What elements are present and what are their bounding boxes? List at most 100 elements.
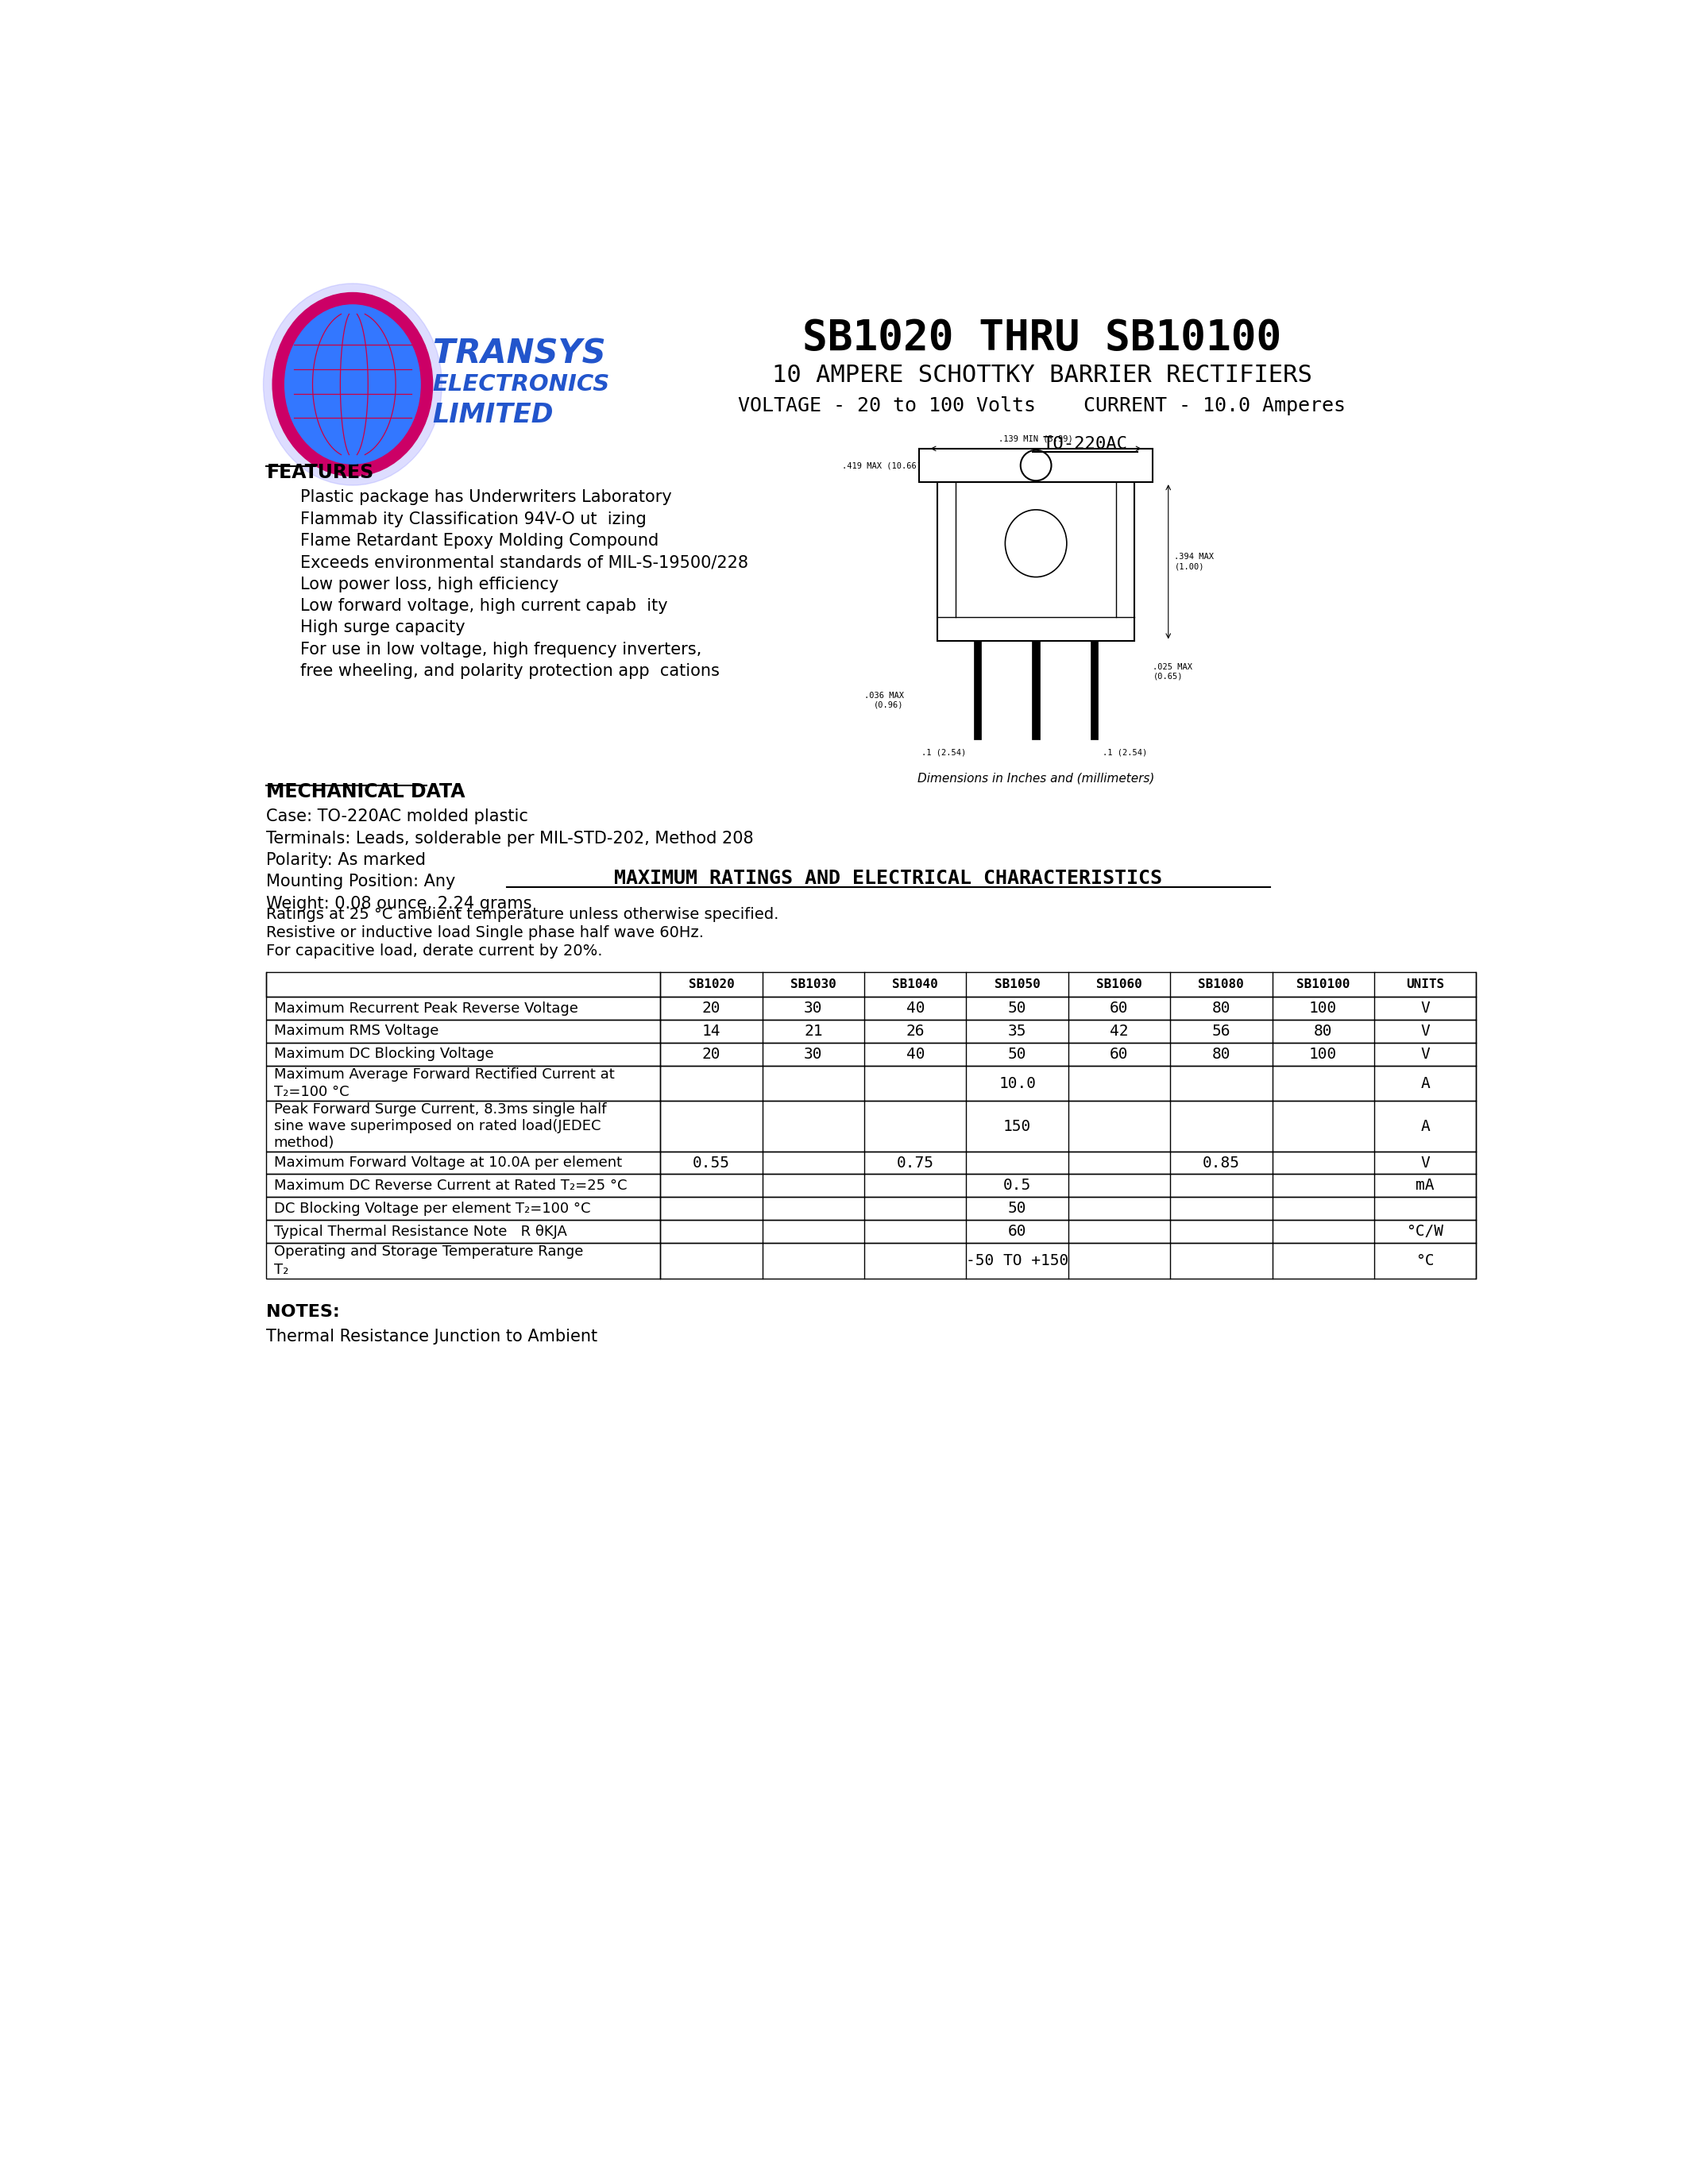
Text: NOTES:: NOTES: <box>267 1304 339 1319</box>
Text: T₂: T₂ <box>273 1262 289 1278</box>
Text: Flame Retardant Epoxy Molding Compound: Flame Retardant Epoxy Molding Compound <box>300 533 658 548</box>
Text: 42: 42 <box>1111 1024 1129 1040</box>
Text: 150: 150 <box>1003 1118 1031 1133</box>
Text: Weight: 0.08 ounce, 2.24 grams: Weight: 0.08 ounce, 2.24 grams <box>267 895 532 911</box>
Text: sine wave superimposed on rated load(JEDEC: sine wave superimposed on rated load(JED… <box>273 1118 601 1133</box>
Text: Maximum DC Blocking Voltage: Maximum DC Blocking Voltage <box>273 1046 493 1061</box>
Text: °C/W: °C/W <box>1406 1223 1443 1238</box>
Bar <box>1033 642 1040 738</box>
Text: Maximum Recurrent Peak Reverse Voltage: Maximum Recurrent Peak Reverse Voltage <box>273 1000 577 1016</box>
Bar <box>267 1042 1475 1066</box>
Text: Maximum DC Reverse Current at Rated T₂=25 °C: Maximum DC Reverse Current at Rated T₂=2… <box>273 1179 626 1192</box>
Text: Peak Forward Surge Current, 8.3ms single half: Peak Forward Surge Current, 8.3ms single… <box>273 1103 606 1116</box>
Bar <box>267 1221 1475 1243</box>
Text: 60: 60 <box>1111 1046 1129 1061</box>
Text: 0.85: 0.85 <box>1202 1155 1241 1171</box>
Text: Maximum RMS Voltage: Maximum RMS Voltage <box>273 1024 439 1037</box>
Text: T₂=100 °C: T₂=100 °C <box>273 1085 349 1099</box>
Bar <box>937 483 1134 642</box>
Text: .025 MAX
(0.65): .025 MAX (0.65) <box>1153 664 1193 681</box>
Text: SB1060: SB1060 <box>1096 978 1143 992</box>
Text: V: V <box>1421 1000 1430 1016</box>
Text: Thermal Resistance Junction to Ambient: Thermal Resistance Junction to Ambient <box>267 1328 598 1345</box>
Text: 14: 14 <box>702 1024 721 1040</box>
Text: High surge capacity: High surge capacity <box>300 620 466 636</box>
Text: 26: 26 <box>906 1024 925 1040</box>
Text: Low forward voltage, high current capab  ity: Low forward voltage, high current capab … <box>300 598 668 614</box>
Text: Polarity: As marked: Polarity: As marked <box>267 852 425 867</box>
Text: 60: 60 <box>1008 1223 1026 1238</box>
Text: 30: 30 <box>803 1046 822 1061</box>
Text: Maximum Average Forward Rectified Current at: Maximum Average Forward Rectified Curren… <box>273 1068 614 1081</box>
Text: Case: TO-220AC molded plastic: Case: TO-220AC molded plastic <box>267 808 528 826</box>
Text: V: V <box>1421 1155 1430 1171</box>
Text: 80: 80 <box>1313 1024 1332 1040</box>
Bar <box>267 996 1475 1020</box>
Bar <box>267 1197 1475 1221</box>
Text: LIMITED: LIMITED <box>432 402 554 428</box>
Text: 60: 60 <box>1111 1000 1129 1016</box>
Text: 30: 30 <box>803 1000 822 1016</box>
Bar <box>267 1175 1475 1197</box>
Text: 10 AMPERE SCHOTTKY BARRIER RECTIFIERS: 10 AMPERE SCHOTTKY BARRIER RECTIFIERS <box>771 365 1312 387</box>
Text: SB1020: SB1020 <box>689 978 734 992</box>
Bar <box>267 1101 1475 1151</box>
Text: SB10100: SB10100 <box>1296 978 1350 992</box>
Text: Resistive or inductive load Single phase half wave 60Hz.: Resistive or inductive load Single phase… <box>267 926 704 941</box>
Text: 50: 50 <box>1008 1201 1026 1216</box>
Bar <box>918 448 1153 483</box>
Text: ELECTRONICS: ELECTRONICS <box>432 373 609 395</box>
Text: 80: 80 <box>1212 1000 1231 1016</box>
Text: .1 (2.54): .1 (2.54) <box>1102 749 1148 756</box>
Text: mA: mA <box>1416 1177 1435 1192</box>
Text: TO-220AC: TO-220AC <box>1043 437 1128 452</box>
Text: 40: 40 <box>906 1046 925 1061</box>
Bar <box>1090 642 1099 738</box>
Text: Typical Thermal Resistance Note   R θKJA: Typical Thermal Resistance Note R θKJA <box>273 1225 567 1238</box>
Text: 100: 100 <box>1310 1046 1337 1061</box>
Text: 0.5: 0.5 <box>1003 1177 1031 1192</box>
Text: DC Blocking Voltage per element T₂=100 °C: DC Blocking Voltage per element T₂=100 °… <box>273 1201 591 1216</box>
Text: Plastic package has Underwriters Laboratory: Plastic package has Underwriters Laborat… <box>300 489 672 505</box>
Text: Maximum Forward Voltage at 10.0A per element: Maximum Forward Voltage at 10.0A per ele… <box>273 1155 621 1171</box>
Bar <box>267 1243 1475 1278</box>
Text: SB1020 THRU SB10100: SB1020 THRU SB10100 <box>802 319 1281 358</box>
Bar <box>267 972 1475 996</box>
Text: Terminals: Leads, solderable per MIL-STD-202, Method 208: Terminals: Leads, solderable per MIL-STD… <box>267 830 755 847</box>
Text: V: V <box>1421 1024 1430 1040</box>
Ellipse shape <box>285 306 420 463</box>
Text: Mounting Position: Any: Mounting Position: Any <box>267 874 456 889</box>
Text: Operating and Storage Temperature Range: Operating and Storage Temperature Range <box>273 1245 582 1258</box>
Text: 10.0: 10.0 <box>999 1077 1036 1090</box>
Text: Low power loss, high efficiency: Low power loss, high efficiency <box>300 577 559 592</box>
Text: Flammab ity Classification 94V-O ut  izing: Flammab ity Classification 94V-O ut izin… <box>300 511 647 526</box>
Text: SB1080: SB1080 <box>1198 978 1244 992</box>
Text: Dimensions in Inches and (millimeters): Dimensions in Inches and (millimeters) <box>918 773 1155 784</box>
Text: 20: 20 <box>702 1046 721 1061</box>
Text: .139 MIN (3.99): .139 MIN (3.99) <box>999 435 1074 443</box>
Text: .1 (2.54): .1 (2.54) <box>922 749 966 756</box>
Text: 56: 56 <box>1212 1024 1231 1040</box>
Text: 20: 20 <box>702 1000 721 1016</box>
Text: .036 MAX
(0.96): .036 MAX (0.96) <box>864 692 903 708</box>
Text: A: A <box>1421 1077 1430 1090</box>
Text: 40: 40 <box>906 1000 925 1016</box>
Text: SB1030: SB1030 <box>790 978 836 992</box>
Text: For capacitive load, derate current by 20%.: For capacitive load, derate current by 2… <box>267 943 603 959</box>
Text: .419 MAX (10.66): .419 MAX (10.66) <box>842 461 922 470</box>
Text: SB1040: SB1040 <box>893 978 939 992</box>
Text: free wheeling, and polarity protection app  cations: free wheeling, and polarity protection a… <box>300 664 719 679</box>
Text: 50: 50 <box>1008 1000 1026 1016</box>
Text: 100: 100 <box>1310 1000 1337 1016</box>
Text: Exceeds environmental standards of MIL-S-19500/228: Exceeds environmental standards of MIL-S… <box>300 555 748 570</box>
Ellipse shape <box>272 293 432 476</box>
Text: 80: 80 <box>1212 1046 1231 1061</box>
Bar <box>267 1066 1475 1101</box>
Bar <box>267 1020 1475 1042</box>
Text: For use in low voltage, high frequency inverters,: For use in low voltage, high frequency i… <box>300 642 702 657</box>
Text: 21: 21 <box>803 1024 822 1040</box>
Ellipse shape <box>263 284 442 485</box>
Text: MAXIMUM RATINGS AND ELECTRICAL CHARACTERISTICS: MAXIMUM RATINGS AND ELECTRICAL CHARACTER… <box>614 869 1163 889</box>
Text: Ratings at 25 °C ambient temperature unless otherwise specified.: Ratings at 25 °C ambient temperature unl… <box>267 906 780 922</box>
Text: TRANSYS: TRANSYS <box>432 336 606 371</box>
